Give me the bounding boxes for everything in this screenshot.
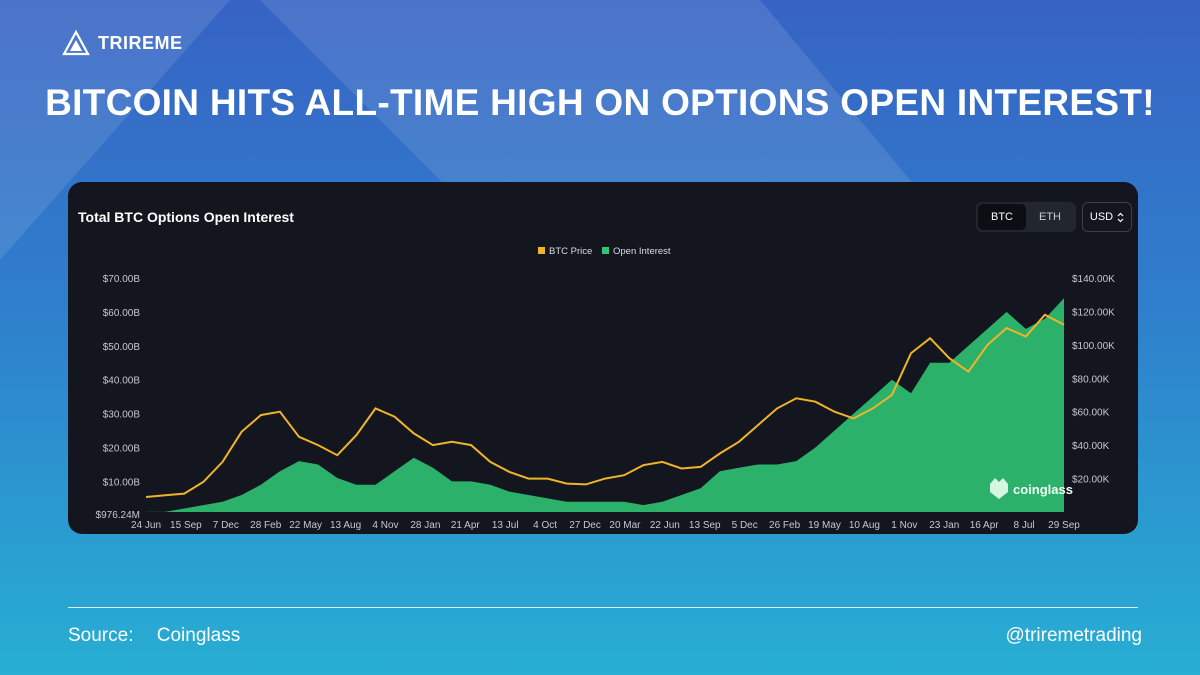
trireme-logo-icon: [62, 30, 90, 56]
source-line: Source: Coinglass: [68, 625, 240, 647]
x-axis-tick-label: 22 May: [289, 520, 322, 531]
source-value: Coinglass: [156, 625, 241, 646]
x-axis-tick-label: 20 Mar: [609, 520, 641, 531]
social-handle: @triremetrading: [1005, 625, 1143, 646]
coin-toggle: BTC ETH: [976, 202, 1076, 232]
open-interest-area: [146, 298, 1064, 512]
legend-label-btc-price: BTC Price: [549, 246, 592, 257]
x-axis-tick-label: 4 Nov: [372, 520, 398, 531]
left-axis-tick-label: $70.00B: [103, 274, 141, 285]
chevron-updown-icon: [1117, 212, 1124, 222]
brand: TRIREME: [62, 30, 183, 56]
x-axis-tick-label: 5 Dec: [732, 520, 758, 531]
x-axis-tick-label: 26 Feb: [769, 520, 801, 531]
x-axis-tick-label: 13 Sep: [689, 520, 721, 531]
x-axis-tick-label: 23 Jan: [929, 520, 959, 531]
open-interest-chart: $976.24M $10.00B $20.00B $30.00B $40.00B $50.…: [96, 246, 1116, 531]
legend-label-open-interest: Open Interest: [613, 246, 671, 257]
x-axis-tick-label: 19 May: [808, 520, 841, 531]
x-axis-tick-label: 29 Sep: [1048, 520, 1080, 531]
toggle-btc[interactable]: BTC: [978, 204, 1026, 230]
source-label: Source:: [68, 625, 134, 646]
x-axis-tick-label: 7 Dec: [213, 520, 239, 531]
chart-title: Total BTC Options Open Interest: [78, 209, 294, 225]
x-axis-tick-label: 8 Jul: [1014, 520, 1035, 531]
x-axis-tick-label: 22 Jun: [650, 520, 680, 531]
left-axis-tick-label: $20.00B: [103, 444, 141, 455]
right-axis-tick-label: $40.00K: [1072, 441, 1110, 452]
right-axis-tick-label: $100.00K: [1072, 341, 1115, 352]
coinglass-watermark: coinglass: [1013, 482, 1073, 497]
page-headline: BITCOIN HITS ALL-TIME HIGH ON OPTIONS OP…: [45, 82, 1155, 123]
right-axis-tick-label: $60.00K: [1072, 408, 1110, 419]
right-axis-tick-label: $20.00K: [1072, 475, 1110, 486]
x-axis-tick-label: 1 Nov: [891, 520, 917, 531]
x-axis-tick-label: 13 Jul: [492, 520, 519, 531]
x-axis-tick-label: 10 Aug: [849, 520, 880, 531]
x-axis-tick-label: 24 Jun: [131, 520, 161, 531]
right-axis-tick-label: $120.00K: [1072, 307, 1115, 318]
currency-select[interactable]: USD: [1082, 202, 1132, 232]
btc-price-line: [145, 313, 1065, 498]
left-axis-tick-label: $10.00B: [103, 477, 141, 488]
x-axis-tick-label: 16 Apr: [970, 520, 1000, 531]
x-axis-tick-label: 4 Oct: [533, 520, 557, 531]
left-axis-tick-label: $30.00B: [103, 410, 141, 421]
coinglass-logo-icon: [990, 478, 1008, 499]
toggle-eth[interactable]: ETH: [1039, 211, 1061, 223]
legend-swatch-btc-price: [538, 247, 545, 254]
x-axis-tick-label: 27 Dec: [569, 520, 601, 531]
left-axis-tick-label: $60.00B: [103, 308, 141, 319]
brand-name: TRIREME: [98, 32, 183, 53]
x-axis-tick-label: 28 Jan: [410, 520, 440, 531]
x-axis-tick-label: 28 Feb: [250, 520, 282, 531]
right-axis-tick-label: $80.00K: [1072, 374, 1110, 385]
left-axis-tick-label: $40.00B: [103, 376, 141, 387]
left-axis-tick-label: $50.00B: [103, 342, 141, 353]
left-axis-tick-label: $976.24M: [96, 510, 140, 521]
currency-value: USD: [1089, 211, 1114, 223]
footer-divider: [68, 607, 1138, 608]
x-axis-tick-label: 21 Apr: [451, 520, 481, 531]
x-axis-tick-label: 15 Sep: [170, 520, 202, 531]
legend-swatch-open-interest: [602, 247, 609, 254]
x-axis-tick-label: 13 Aug: [330, 520, 361, 531]
right-axis-tick-label: $140.00K: [1072, 274, 1115, 285]
chart-card: Total BTC Options Open Interest BTC ETH …: [68, 182, 1138, 534]
